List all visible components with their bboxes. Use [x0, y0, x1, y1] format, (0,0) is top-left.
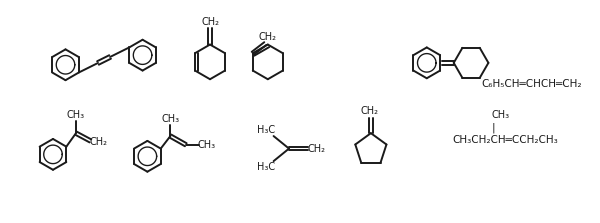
Text: CH₃CH₂CH═CCH₂CH₃: CH₃CH₂CH═CCH₂CH₃: [453, 135, 559, 145]
Text: CH₃: CH₃: [491, 110, 509, 120]
Text: CH₂: CH₂: [89, 137, 107, 147]
Text: CH₃: CH₃: [198, 140, 216, 150]
Text: H₃C: H₃C: [257, 125, 275, 135]
Text: CH₃: CH₃: [161, 114, 179, 124]
Text: C₆H₅CH═CHCH═CH₂: C₆H₅CH═CHCH═CH₂: [482, 79, 582, 89]
Text: CH₂: CH₂: [258, 32, 276, 42]
Text: H₃C: H₃C: [257, 162, 275, 172]
Text: CH₂: CH₂: [201, 17, 219, 27]
Text: CH₂: CH₂: [308, 144, 326, 154]
Text: CH₂: CH₂: [361, 106, 379, 116]
Text: CH₃: CH₃: [67, 110, 85, 120]
Text: |: |: [491, 122, 495, 133]
